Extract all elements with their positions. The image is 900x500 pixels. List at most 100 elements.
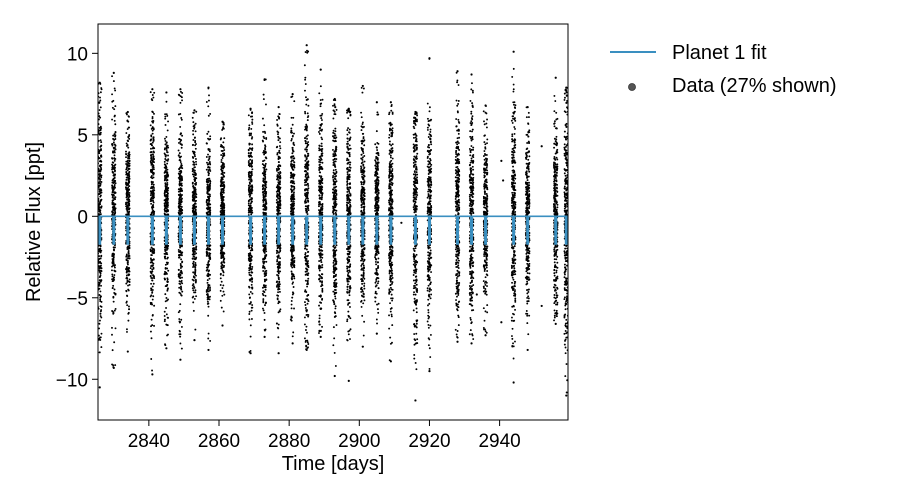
data-point [150, 289, 153, 292]
data-point [293, 307, 295, 310]
data-point [192, 206, 195, 209]
data-point [99, 131, 102, 134]
data-point [221, 264, 224, 267]
data-point [318, 203, 320, 206]
data-point [222, 290, 225, 293]
data-point [263, 248, 266, 251]
data-point [318, 278, 321, 281]
data-point [207, 174, 210, 177]
data-point [193, 124, 196, 127]
data-point [223, 165, 226, 168]
data-point [205, 101, 208, 103]
data-point [222, 123, 225, 126]
data-point [306, 142, 309, 145]
data-point [178, 94, 181, 97]
data-point [195, 252, 198, 255]
data-point [291, 255, 294, 258]
data-point [99, 319, 101, 322]
data-point [149, 257, 152, 260]
data-point [222, 271, 225, 274]
data-point [291, 146, 294, 149]
data-point [305, 157, 308, 160]
data-point [249, 257, 252, 260]
data-point [222, 189, 225, 192]
data-point [304, 247, 307, 250]
data-point [307, 104, 310, 107]
data-point [250, 160, 253, 163]
data-point [251, 168, 254, 171]
data-point [318, 320, 320, 323]
data-point [179, 140, 182, 143]
data-point [167, 154, 169, 157]
data-point [179, 292, 182, 295]
data-point [166, 129, 169, 132]
data-point [205, 290, 208, 293]
data-point [262, 298, 265, 301]
data-point [166, 162, 169, 165]
data-point [193, 180, 196, 183]
data-point [291, 92, 294, 96]
data-point [251, 265, 254, 268]
data-point [249, 210, 252, 212]
data-point [178, 256, 181, 259]
data-point [318, 182, 321, 185]
data-point [305, 44, 308, 47]
data-point [111, 184, 114, 187]
data-point [289, 176, 292, 179]
data-point [222, 191, 225, 194]
data-point [307, 154, 310, 157]
data-point [100, 141, 103, 144]
data-point [248, 310, 251, 313]
data-point [127, 146, 130, 149]
data-point [291, 155, 294, 158]
data-point [250, 271, 253, 274]
data-point [163, 320, 166, 323]
data-point [222, 284, 225, 287]
data-point [180, 254, 183, 257]
data-point [112, 256, 115, 258]
data-point [250, 179, 253, 182]
data-point [152, 111, 154, 114]
data-point [98, 81, 101, 84]
data-point [251, 111, 254, 114]
data-point [165, 313, 168, 316]
data-point [178, 318, 181, 320]
data-point [100, 88, 103, 91]
data-point [151, 116, 154, 118]
data-point [261, 139, 264, 142]
data-point [223, 186, 226, 189]
data-point [290, 197, 293, 199]
data-point [165, 185, 168, 188]
data-point [177, 141, 180, 144]
data-point [100, 154, 103, 157]
data-point [221, 196, 224, 199]
data-point [305, 314, 308, 316]
data-point [167, 146, 170, 149]
data-point [318, 212, 321, 215]
data-point [263, 174, 266, 177]
data-point [306, 213, 309, 215]
data-point [112, 99, 115, 102]
data-point [125, 290, 128, 293]
data-point [293, 277, 296, 280]
data-point [276, 189, 279, 192]
data-point [112, 246, 115, 249]
data-point [277, 246, 279, 249]
data-point [114, 144, 117, 147]
data-point [127, 280, 130, 283]
data-point [264, 294, 267, 297]
data-point [205, 142, 208, 145]
data-point [321, 325, 324, 328]
data-point [125, 184, 128, 186]
data-point [248, 142, 251, 145]
data-point [164, 176, 166, 179]
data-point [150, 151, 153, 153]
data-point [251, 122, 254, 125]
data-point [181, 167, 184, 170]
data-point [112, 364, 115, 367]
data-point [151, 163, 153, 166]
data-point [149, 124, 152, 127]
data-point [265, 269, 268, 272]
data-point [151, 132, 154, 135]
data-point [320, 136, 323, 139]
